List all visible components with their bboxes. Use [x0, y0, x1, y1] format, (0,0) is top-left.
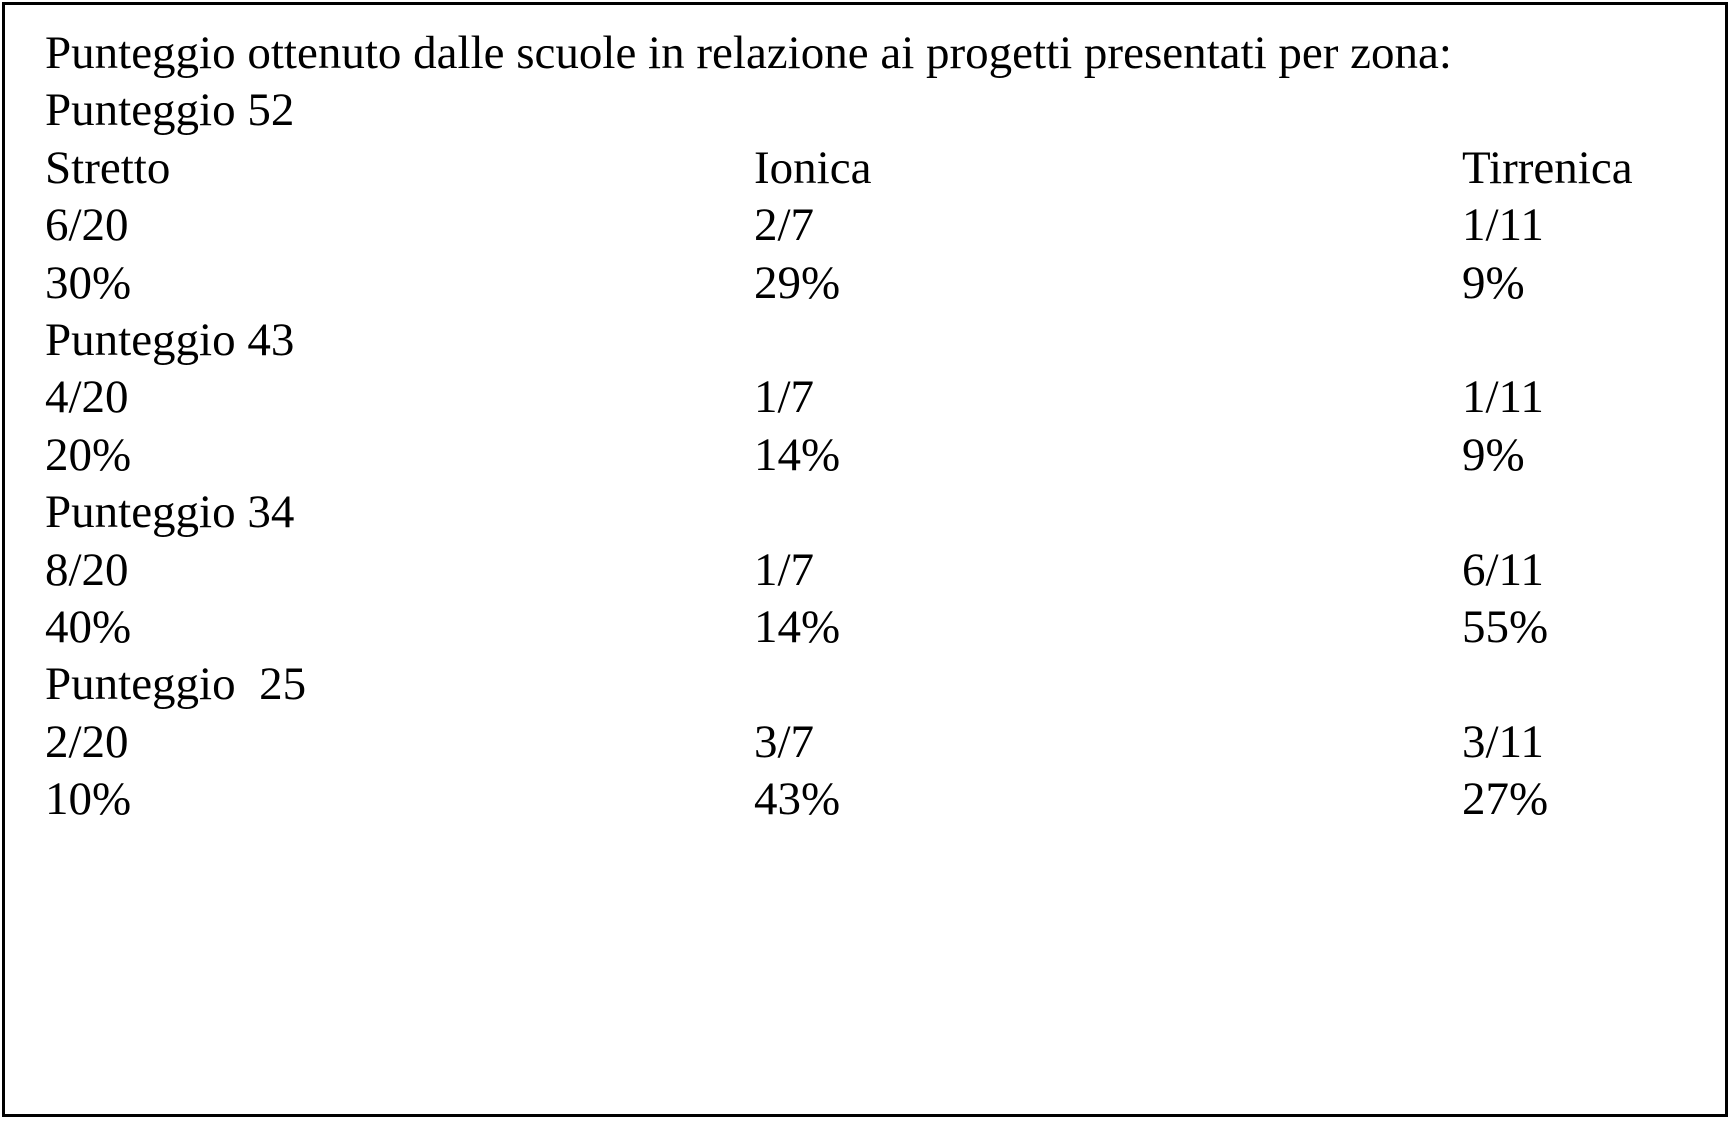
fraction-row: 8/20 1/7 6/11: [45, 542, 1705, 599]
fraction-ionica: 1/7: [754, 543, 815, 596]
fraction-stretto: 4/20: [45, 371, 129, 424]
percentage-ionica: 14%: [754, 600, 841, 653]
zone-header-row: Stretto Ionica Tirrenica: [45, 140, 1705, 197]
document-title: Punteggio ottenuto dalle scuole in relaz…: [45, 27, 1452, 79]
zone-header-tirrenica: Tirrenica: [1462, 141, 1633, 194]
fraction-tirrenica: 3/11: [1462, 715, 1544, 768]
group-label: Punteggio 25: [45, 658, 307, 711]
percentage-tirrenica: 9%: [1462, 428, 1525, 481]
fraction-stretto: 8/20: [45, 543, 129, 596]
fraction-row: 2/20 3/7 3/11: [45, 714, 1705, 771]
fraction-ionica: 1/7: [754, 371, 815, 424]
percentage-tirrenica: 55%: [1462, 600, 1549, 653]
percentage-row: 20% 14% 9%: [45, 427, 1705, 484]
percentage-stretto: 30%: [45, 256, 132, 309]
percentage-ionica: 29%: [754, 256, 841, 309]
fraction-tirrenica: 6/11: [1462, 543, 1544, 596]
fraction-ionica: 3/7: [754, 715, 815, 768]
fraction-tirrenica: 1/11: [1462, 371, 1544, 424]
percentage-stretto: 10%: [45, 773, 132, 826]
fraction-tirrenica: 1/11: [1462, 199, 1544, 252]
fraction-ionica: 2/7: [754, 199, 815, 252]
percentage-stretto: 40%: [45, 600, 132, 653]
fraction-stretto: 6/20: [45, 199, 129, 252]
zone-header-ionica: Ionica: [754, 141, 872, 194]
percentage-row: 40% 14% 55%: [45, 599, 1705, 656]
percentage-ionica: 43%: [754, 773, 841, 826]
percentage-row: 30% 29% 9%: [45, 255, 1705, 312]
fraction-row: 4/20 1/7 1/11: [45, 369, 1705, 426]
group-label: Punteggio 52: [45, 84, 295, 137]
percentage-tirrenica: 27%: [1462, 773, 1549, 826]
fraction-stretto: 2/20: [45, 715, 129, 768]
fraction-row: 6/20 2/7 1/11: [45, 197, 1705, 254]
group-label: Punteggio 43: [45, 313, 295, 366]
percentage-tirrenica: 9%: [1462, 256, 1525, 309]
percentage-row: 10% 43% 27%: [45, 771, 1705, 828]
group-label: Punteggio 34: [45, 486, 295, 539]
percentage-ionica: 14%: [754, 428, 841, 481]
percentage-stretto: 20%: [45, 428, 132, 481]
zone-header-stretto: Stretto: [45, 141, 171, 194]
document-content: Punteggio ottenuto dalle scuole in relaz…: [45, 25, 1705, 828]
